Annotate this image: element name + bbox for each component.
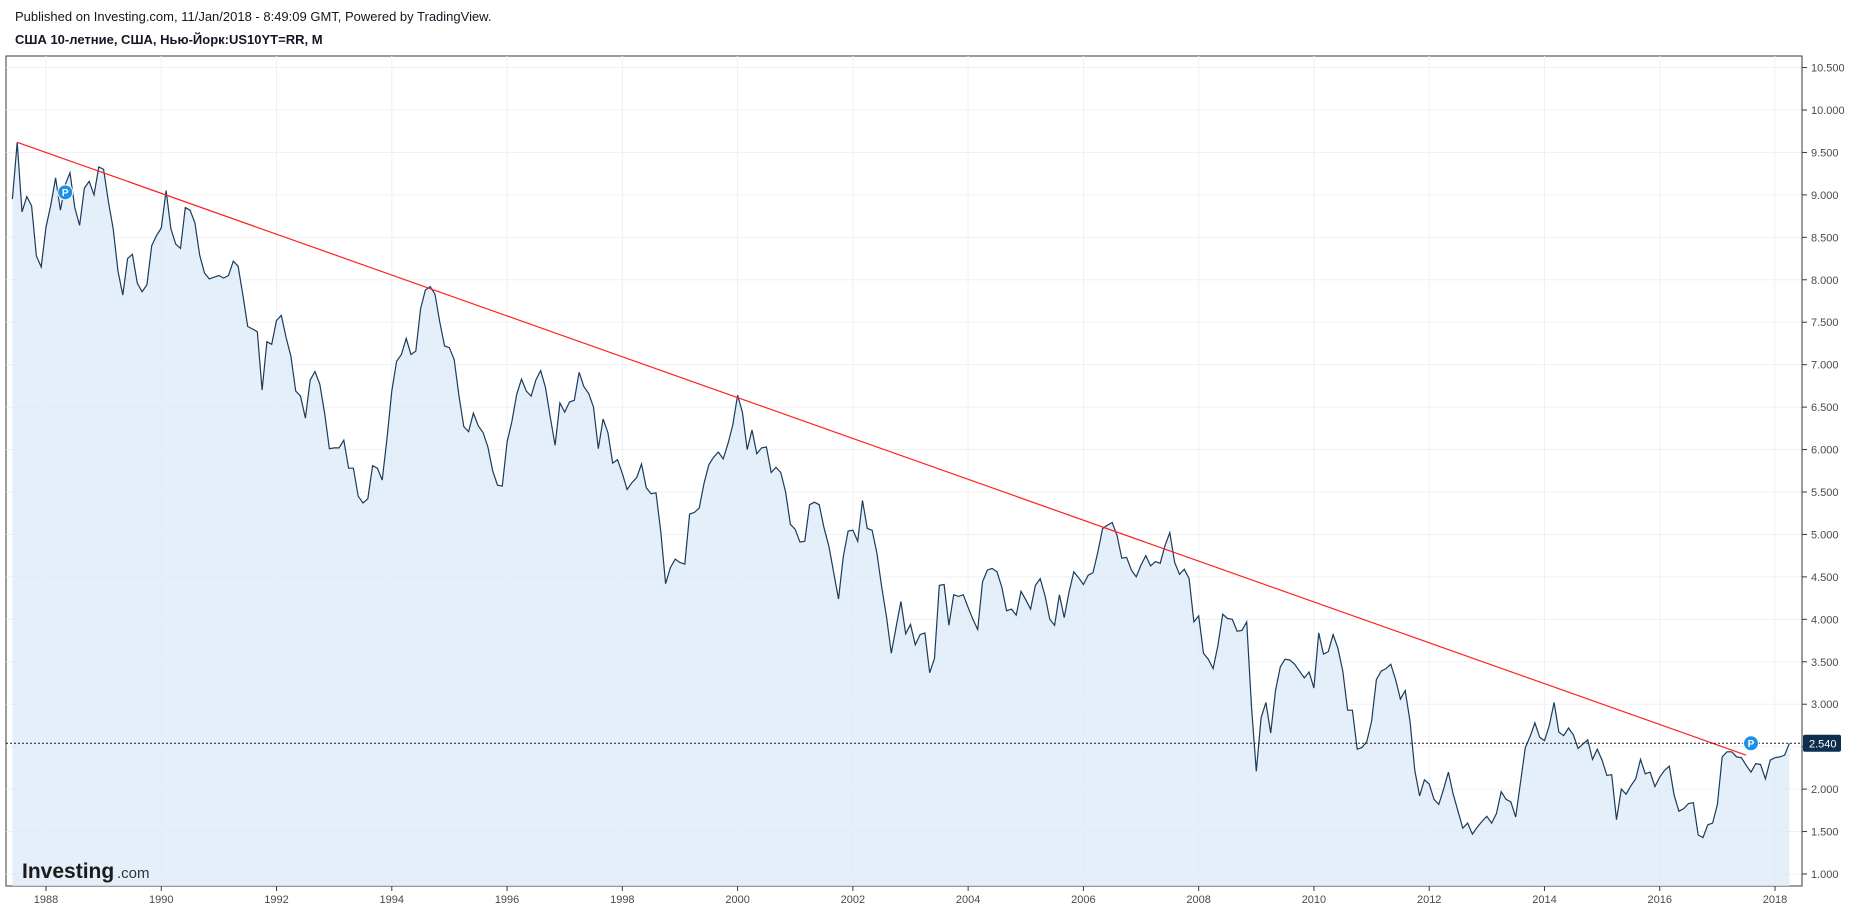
y-tick-label: 10.500 xyxy=(1811,63,1845,75)
y-axis: 1.0001.5002.0002.5003.0003.5004.0004.500… xyxy=(1802,63,1845,881)
price-line xyxy=(11,142,1790,839)
y-tick-label: 7.500 xyxy=(1811,317,1839,329)
x-tick-label: 1994 xyxy=(380,894,404,906)
y-tick-label: 9.000 xyxy=(1811,190,1839,202)
y-tick-label: 3.500 xyxy=(1811,657,1839,669)
y-tick-label: 1.000 xyxy=(1811,869,1839,881)
x-tick-label: 1992 xyxy=(264,894,288,906)
x-tick-label: 2004 xyxy=(956,894,980,906)
y-tick-label: 1.500 xyxy=(1811,827,1839,839)
x-tick-label: 2002 xyxy=(841,894,865,906)
marker-label: P xyxy=(1748,739,1755,750)
x-tick-label: 2016 xyxy=(1647,894,1671,906)
y-tick-label: 5.500 xyxy=(1811,487,1839,499)
logo-main-text: Investing xyxy=(22,860,114,883)
y-tick-label: 4.000 xyxy=(1811,614,1839,626)
marker-badge[interactable]: P xyxy=(1742,735,1759,752)
x-tick-label: 1988 xyxy=(34,894,58,906)
y-tick-label: 2.000 xyxy=(1811,784,1839,796)
x-tick-label: 1990 xyxy=(149,894,173,906)
y-tick-label: 10.000 xyxy=(1811,105,1845,117)
marker-label: P xyxy=(62,188,69,199)
x-tick-label: 2014 xyxy=(1532,894,1556,906)
marker-circle xyxy=(57,184,74,201)
y-tick-label: 6.500 xyxy=(1811,402,1839,414)
y-tick-label: 7.000 xyxy=(1811,360,1839,372)
price-area xyxy=(12,142,1790,887)
last-price-bg xyxy=(1803,734,1841,752)
y-tick-label: 5.000 xyxy=(1811,529,1839,541)
x-tick-label: 2010 xyxy=(1302,894,1326,906)
marker-circle xyxy=(1742,735,1759,752)
last-price-tag: 2.540 xyxy=(1803,734,1841,752)
trend-line[interactable] xyxy=(16,141,1747,756)
y-tick-label: 4.500 xyxy=(1811,572,1839,584)
chart-markers: PP xyxy=(57,184,1759,752)
x-tick-label: 1998 xyxy=(610,894,634,906)
x-tick-label: 2012 xyxy=(1417,894,1441,906)
marker-badge[interactable]: P xyxy=(57,184,74,201)
logo-sub-text: .com xyxy=(117,865,150,882)
x-tick-label: 2006 xyxy=(1071,894,1095,906)
x-tick-label: 2008 xyxy=(1186,894,1210,906)
investing-logo: Investing .com xyxy=(22,860,150,883)
y-tick-label: 8.500 xyxy=(1811,232,1839,244)
x-tick-label: 1996 xyxy=(495,894,519,906)
y-tick-label: 6.000 xyxy=(1811,445,1839,457)
x-tick-label: 2018 xyxy=(1763,894,1787,906)
symbol-title: США 10-летние, США, Нью-Йорк:US10YT=RR, … xyxy=(15,32,323,47)
x-tick-label: 2000 xyxy=(725,894,749,906)
last-price-label: 2.540 xyxy=(1809,738,1837,750)
x-axis: 1988 1990 1992 1994 1996 1998 2000 2002 2004 2006… xyxy=(34,886,1787,906)
y-tick-label: 8.000 xyxy=(1811,275,1839,287)
y-tick-label: 3.000 xyxy=(1811,699,1839,711)
published-caption: Published on Investing.com, 11/Jan/2018 … xyxy=(15,9,492,24)
y-tick-label: 9.500 xyxy=(1811,147,1839,159)
